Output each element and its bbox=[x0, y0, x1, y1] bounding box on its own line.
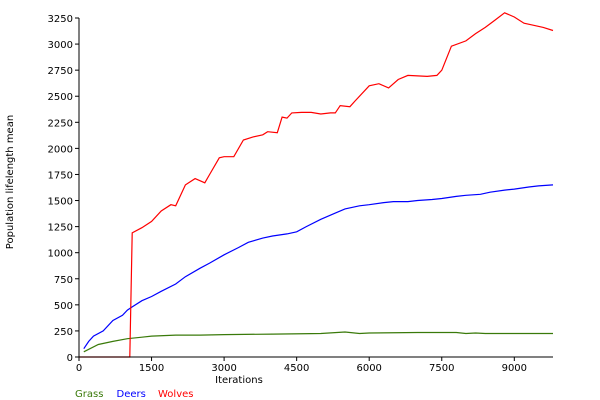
y-tick-label: 3250 bbox=[48, 14, 73, 25]
y-tick-label: 1500 bbox=[48, 197, 73, 208]
y-axis-title: Population lifelength mean bbox=[5, 115, 16, 249]
y-tick-label: 1000 bbox=[48, 249, 73, 260]
x-tick-label: 3000 bbox=[211, 363, 236, 374]
y-tick-label: 1750 bbox=[48, 170, 73, 181]
legend-item-wolves: Wolves bbox=[158, 389, 193, 400]
y-tick-label: 750 bbox=[54, 275, 73, 286]
series-line-grass bbox=[83, 331, 553, 353]
y-tick-label: 2750 bbox=[48, 66, 73, 77]
legend-item-deers: Deers bbox=[117, 389, 146, 400]
series-line-wolves bbox=[79, 12, 554, 358]
legend: Grass Deers Wolves bbox=[75, 389, 193, 400]
y-tick-label: 0 bbox=[67, 353, 73, 364]
y-tick-label: 250 bbox=[54, 327, 73, 338]
x-tick-label: 4500 bbox=[284, 363, 309, 374]
legend-item-grass: Grass bbox=[75, 389, 103, 400]
x-tick-label: 6000 bbox=[356, 363, 381, 374]
x-axis-title: Iterations bbox=[215, 375, 263, 386]
series-line-deers bbox=[83, 184, 554, 350]
y-axis-ticks: 0 250 500 750 1000 1250 1500 1750 2000 2250 2500 27… bbox=[48, 14, 79, 364]
y-tick-label: 2500 bbox=[48, 92, 73, 103]
y-tick-label: 1250 bbox=[48, 223, 73, 234]
x-tick-label: 9000 bbox=[502, 363, 527, 374]
y-tick-label: 2250 bbox=[48, 118, 73, 129]
x-axis-ticks: 0 1500 3000 4500 6000 7500 9000 bbox=[76, 357, 527, 374]
x-tick-label: 1500 bbox=[139, 363, 164, 374]
plot-lines bbox=[79, 12, 554, 358]
y-tick-label: 500 bbox=[54, 301, 73, 312]
x-tick-label: 0 bbox=[76, 363, 82, 374]
y-tick-label: 3000 bbox=[48, 40, 73, 51]
y-tick-label: 2000 bbox=[48, 144, 73, 155]
x-tick-label: 7500 bbox=[429, 363, 454, 374]
